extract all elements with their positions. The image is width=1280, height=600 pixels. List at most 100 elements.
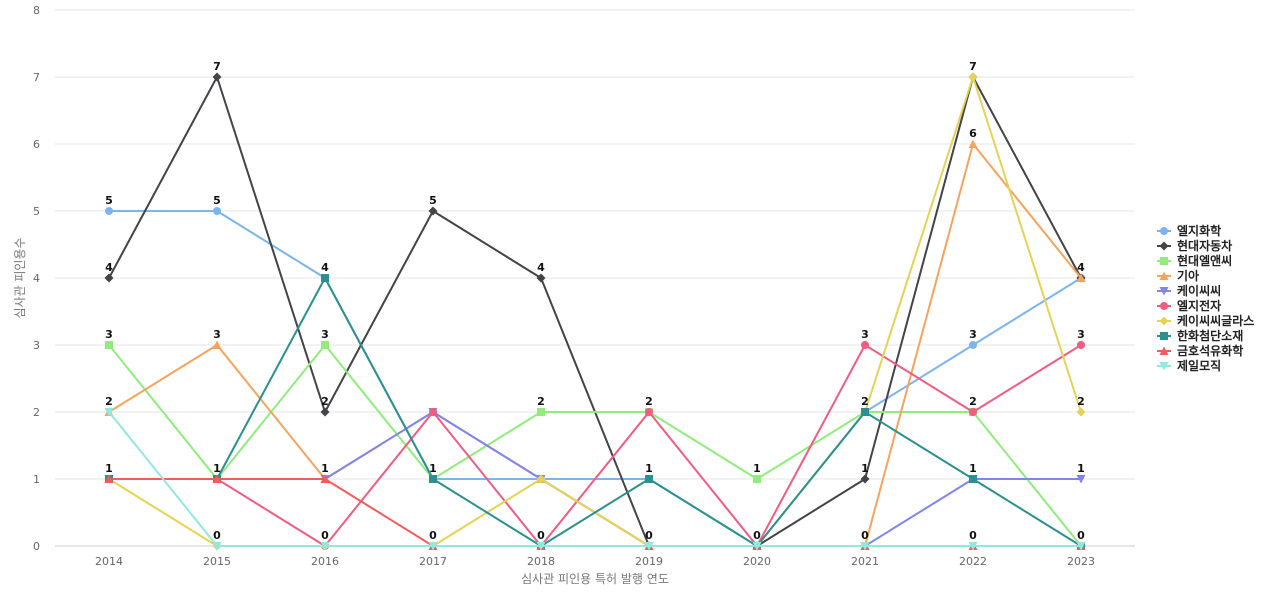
legend-label: 금호석유화학	[1177, 343, 1243, 358]
series-line	[109, 277, 1082, 547]
data-label: 4	[1077, 261, 1085, 274]
legend-marker	[1159, 241, 1169, 251]
data-point	[1076, 407, 1086, 417]
legend-label: 현대엘앤씨	[1177, 253, 1232, 268]
data-label: 2	[861, 395, 869, 408]
x-tick-label: 2017	[419, 555, 447, 568]
x-tick-label: 2021	[851, 555, 879, 568]
legend-label: 현대자동차	[1177, 238, 1232, 253]
data-point	[1077, 341, 1085, 349]
data-label: 0	[861, 529, 869, 542]
legend-item[interactable]: 금호석유화학	[1157, 343, 1243, 358]
data-label: 3	[321, 328, 329, 341]
data-point	[536, 474, 546, 484]
data-label: 0	[321, 529, 329, 542]
series-line	[108, 411, 1081, 547]
data-point	[321, 274, 329, 282]
data-label: 1	[105, 462, 113, 475]
data-point	[644, 542, 654, 551]
data-point	[536, 273, 546, 283]
legend-marker	[1160, 302, 1168, 310]
x-axis-ticks: 2014 2015 2016 2017 2018 2019 2020 2021 2022 2023	[95, 555, 1095, 568]
legend-item[interactable]: 케이씨씨글라스	[1157, 313, 1254, 328]
data-point	[212, 340, 222, 349]
series-9	[104, 408, 1086, 551]
data-label: 2	[645, 395, 653, 408]
data-point	[212, 542, 222, 551]
data-point	[428, 206, 438, 216]
y-tick-label: 3	[33, 339, 40, 352]
data-point	[969, 408, 977, 416]
legend-item[interactable]: 기아	[1157, 268, 1199, 283]
data-point	[429, 475, 437, 483]
data-label: 1	[753, 462, 761, 475]
data-label: 4	[105, 261, 113, 274]
legend-label: 기아	[1177, 268, 1199, 283]
data-label: 0	[429, 529, 437, 542]
y-tick-label: 6	[33, 138, 40, 151]
data-label: 2	[321, 395, 329, 408]
x-tick-label: 2015	[203, 555, 231, 568]
series-line	[109, 344, 1082, 547]
data-point	[1076, 273, 1086, 282]
data-point	[536, 542, 546, 551]
legend-marker	[1160, 332, 1168, 340]
data-label: 3	[969, 328, 977, 341]
legend-item[interactable]: 제일모직	[1157, 358, 1221, 373]
y-tick-label: 4	[33, 272, 40, 285]
data-point	[860, 474, 870, 484]
data-point	[969, 475, 977, 483]
data-point	[1076, 475, 1086, 484]
legend-label: 엘지화학	[1177, 223, 1221, 238]
y-axis-title: 심사관 피인용수	[13, 237, 27, 318]
data-point	[861, 341, 869, 349]
data-point	[429, 408, 437, 416]
y-tick-label: 8	[33, 4, 40, 17]
legend-marker	[1159, 362, 1169, 371]
data-label: 4	[537, 261, 545, 274]
legend-marker	[1160, 257, 1168, 265]
data-point	[645, 408, 653, 416]
data-point	[104, 408, 114, 417]
y-tick-label: 1	[33, 473, 40, 486]
data-label: 3	[861, 328, 869, 341]
data-label: 5	[213, 194, 221, 207]
series-line	[109, 210, 1082, 547]
legend-item[interactable]: 현대자동차	[1157, 238, 1232, 253]
legend-label: 제일모직	[1177, 358, 1221, 373]
legend-item[interactable]: 케이씨씨	[1157, 283, 1221, 298]
data-point	[753, 475, 761, 483]
legend-item[interactable]: 현대엘앤씨	[1157, 253, 1232, 268]
data-label: 2	[105, 395, 113, 408]
series-2	[105, 341, 1085, 550]
data-point	[320, 542, 330, 551]
data-point	[968, 72, 978, 82]
data-point	[969, 341, 977, 349]
series-line	[108, 344, 1082, 547]
data-label: 0	[969, 529, 977, 542]
y-axis-ticks: 0 1 2 3 4 5 6 7 8	[33, 4, 40, 553]
legend-marker	[1159, 346, 1169, 355]
data-label: 0	[753, 529, 761, 542]
legend-marker	[1159, 316, 1169, 326]
data-label: 7	[213, 60, 221, 73]
legend-item[interactable]: 엘지화학	[1157, 223, 1221, 238]
x-axis-title: 심사관 피인용 특허 발행 연도	[521, 571, 669, 586]
series-group	[104, 72, 1086, 551]
data-label: 1	[213, 462, 221, 475]
data-point	[968, 139, 978, 148]
data-label: 1	[969, 462, 977, 475]
legend-item[interactable]: 한화첨단소재	[1157, 328, 1243, 343]
data-point	[860, 542, 870, 551]
data-label: 5	[429, 194, 437, 207]
data-label: 1	[645, 462, 653, 475]
data-label: 6	[969, 127, 977, 140]
data-label: 4	[321, 261, 329, 274]
data-point	[105, 207, 113, 215]
legend-item[interactable]: 엘지전자	[1157, 298, 1221, 313]
data-label: 2	[969, 395, 977, 408]
x-tick-label: 2018	[527, 555, 555, 568]
data-label: 0	[645, 529, 653, 542]
x-tick-label: 2014	[95, 555, 123, 568]
